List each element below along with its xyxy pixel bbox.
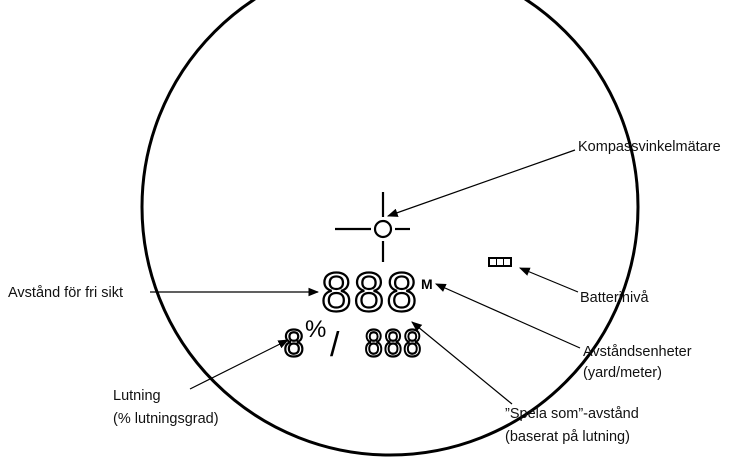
viewfinder bbox=[140, 0, 640, 457]
label: Avstånd för fri sikt bbox=[8, 285, 123, 301]
battery-icon bbox=[488, 257, 512, 267]
unit: M bbox=[421, 276, 433, 292]
distance-digits: 888 bbox=[320, 264, 418, 324]
arrow bbox=[189, 339, 289, 390]
label: Kompassvinkelmätare bbox=[578, 139, 721, 155]
arrow bbox=[519, 267, 579, 293]
label: Batterinivå bbox=[580, 290, 649, 306]
label: Avståndsenheter bbox=[583, 344, 692, 360]
percent: % bbox=[305, 316, 326, 343]
label: (yard/meter) bbox=[583, 365, 662, 381]
play-as-digits: 888 bbox=[364, 324, 422, 365]
label: ”Spela som”-avstånd bbox=[505, 406, 639, 422]
label: Lutning bbox=[113, 388, 161, 404]
label: (baserat på lutning) bbox=[505, 429, 630, 445]
slope-digit: 8 bbox=[283, 324, 305, 365]
arrow bbox=[411, 321, 513, 405]
crosshair bbox=[335, 192, 410, 262]
slash: / bbox=[330, 326, 340, 364]
label: (% lutningsgrad) bbox=[113, 411, 219, 427]
arrow bbox=[386, 149, 576, 217]
arrow bbox=[435, 283, 581, 349]
